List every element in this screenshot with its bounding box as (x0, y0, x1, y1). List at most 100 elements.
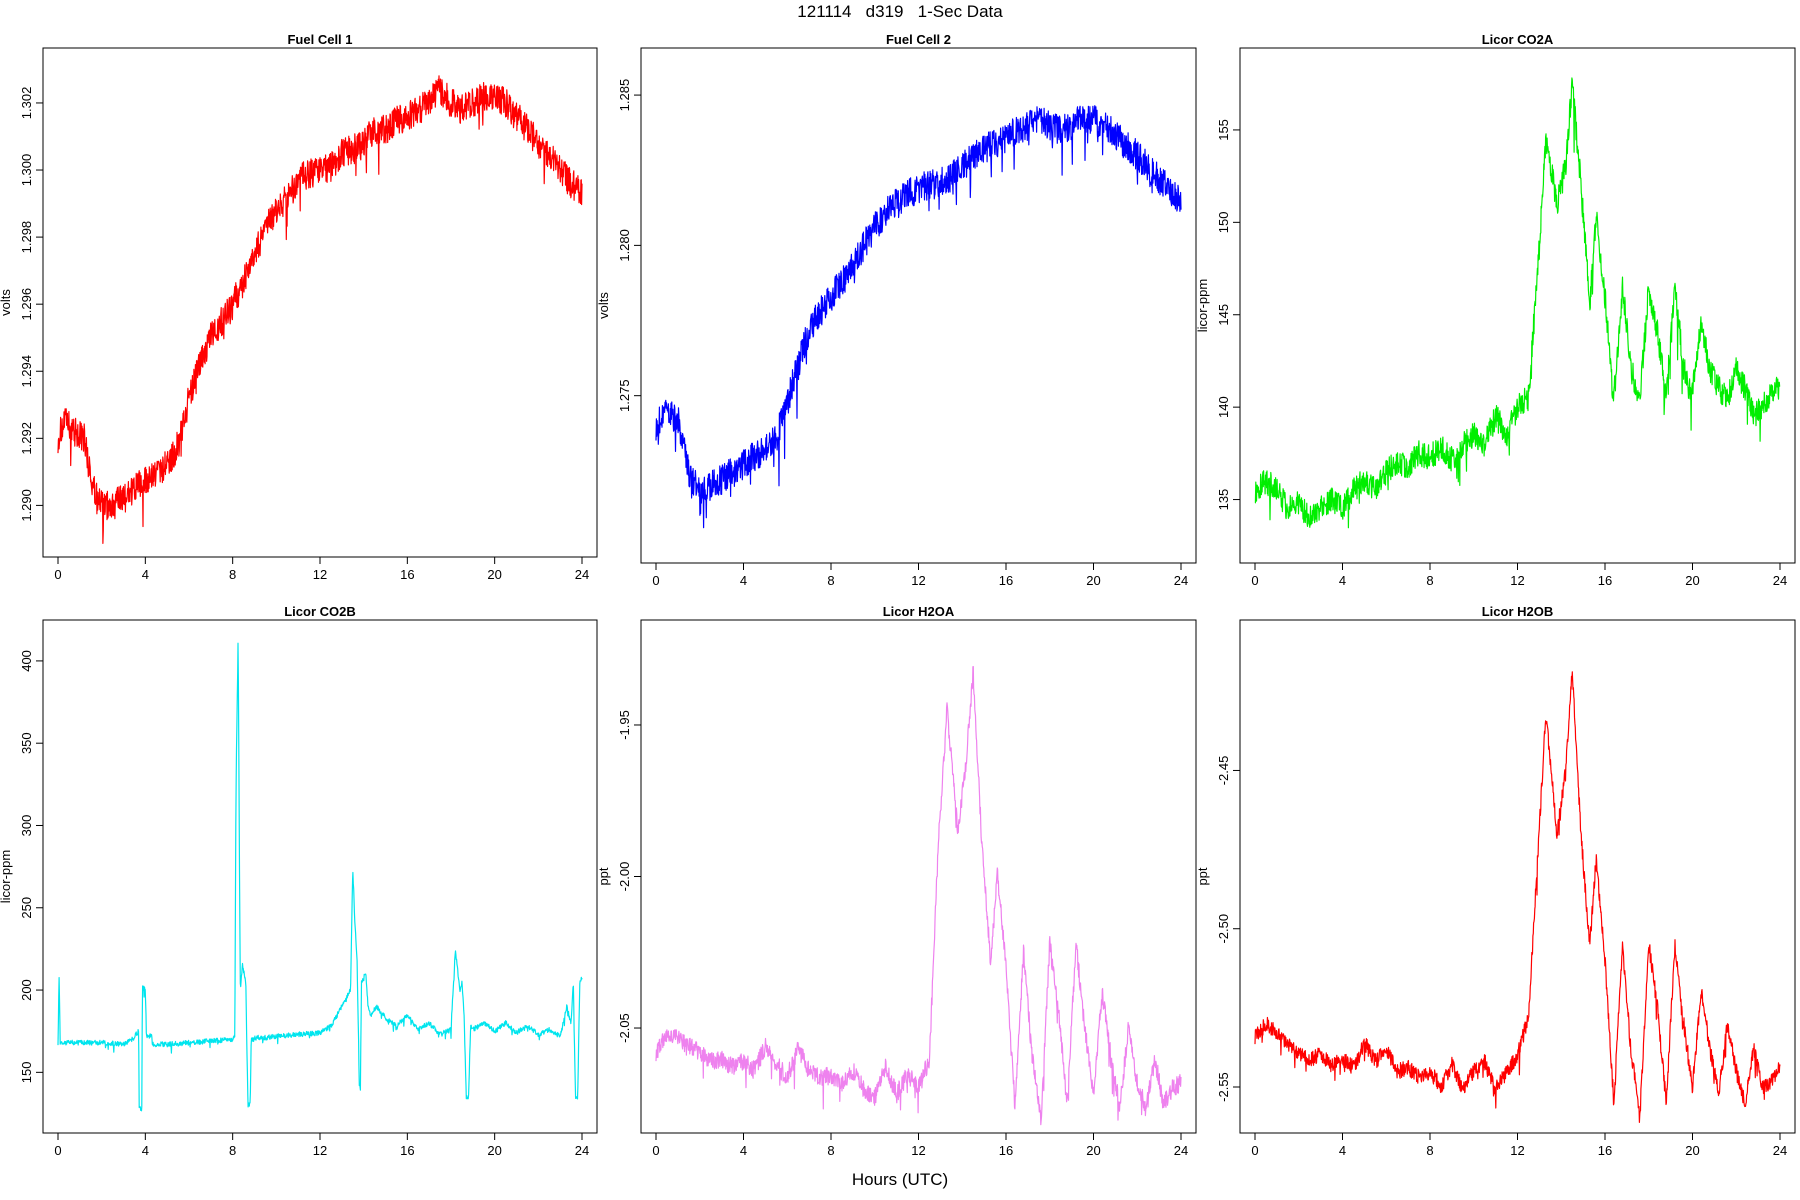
x-tick-label: 0 (54, 1143, 61, 1158)
y-axis-label: licor-ppm (0, 850, 13, 903)
y-axis-label: licor-ppm (1195, 279, 1210, 332)
panel-title: Licor H2OA (883, 604, 955, 619)
x-tick-label: 20 (1086, 1143, 1100, 1158)
x-tick-label: 24 (575, 567, 589, 582)
y-tick-label: -2.05 (617, 1013, 632, 1043)
x-tick-label: 0 (1251, 573, 1258, 588)
y-tick-label: 1.294 (19, 355, 34, 388)
panel-title: Fuel Cell 1 (287, 32, 352, 47)
x-tick-label: 24 (1174, 1143, 1188, 1158)
chart-panel-3: Licor CO2A licor-ppm 0 4 8 12 16 20 24 135 140 145 1… (1195, 32, 1796, 588)
y-tick-label: 150 (19, 1061, 34, 1083)
page-title: 121114 d319 1-Sec Data (797, 2, 1003, 21)
x-tick-label: 12 (313, 1143, 327, 1158)
x-tick-label: 12 (1510, 573, 1524, 588)
y-tick-label: 1.298 (19, 221, 34, 254)
plot-frame (1239, 47, 1796, 564)
x-tick-label: 16 (1598, 573, 1612, 588)
y-tick-label: 1.292 (19, 422, 34, 455)
x-tick-label: 20 (487, 567, 501, 582)
y-axis-label: volts (596, 292, 611, 319)
x-tick-label: 24 (575, 1143, 589, 1158)
series-line (655, 665, 1182, 1126)
y-tick-label: 1.296 (19, 288, 34, 321)
x-tick-label: 20 (1086, 573, 1100, 588)
x-tick-label: 0 (652, 573, 659, 588)
x-tick-label: 4 (1339, 573, 1346, 588)
x-tick-label: 8 (827, 1143, 834, 1158)
chart-panel-4: Licor CO2B licor-ppm 0 4 8 12 16 20 24 150 200 250 3… (0, 604, 598, 1158)
chart-panel-1: Fuel Cell 1 volts 0 4 8 12 16 20 24 1.290 1.292 1.2… (0, 32, 598, 582)
y-tick-label: 250 (19, 897, 34, 919)
y-tick-label: 200 (19, 979, 34, 1001)
x-tick-label: 0 (1251, 1143, 1258, 1158)
y-axis-label: ppt (1195, 867, 1210, 885)
x-tick-label: 12 (1510, 1143, 1524, 1158)
y-axis-label: ppt (596, 867, 611, 885)
x-tick-label: 4 (740, 1143, 747, 1158)
x-tick-label: 4 (740, 573, 747, 588)
x-tick-label: 12 (911, 573, 925, 588)
panel-title: Licor CO2B (284, 604, 356, 619)
y-tick-label: 400 (19, 650, 34, 672)
x-tick-label: 12 (911, 1143, 925, 1158)
y-tick-label: 145 (1216, 304, 1231, 326)
series-line (655, 105, 1182, 529)
x-tick-label: 20 (1685, 1143, 1699, 1158)
series-line (1254, 671, 1781, 1124)
y-tick-label: 350 (19, 732, 34, 754)
chart-panel-5: Licor H2OA ppt 0 4 8 12 16 20 24 -2.05 -2.00 -1.95 (596, 604, 1197, 1158)
x-tick-label: 8 (827, 573, 834, 588)
x-tick-label: 16 (1598, 1143, 1612, 1158)
x-tick-label: 4 (1339, 1143, 1346, 1158)
y-tick-label: 300 (19, 815, 34, 837)
y-tick-label: -2.00 (617, 862, 632, 892)
x-tick-label: 16 (999, 1143, 1013, 1158)
y-tick-label: 150 (1216, 211, 1231, 233)
y-tick-label: 155 (1216, 119, 1231, 141)
y-tick-label: 1.275 (617, 379, 632, 412)
y-tick-label: -2.45 (1216, 756, 1231, 786)
panel-title: Licor H2OB (1482, 604, 1554, 619)
chart-panel-2: Fuel Cell 2 volts 0 4 8 12 16 20 24 1.275 1.280 1.2… (596, 32, 1197, 588)
y-tick-label: 1.280 (617, 229, 632, 262)
x-tick-label: 4 (142, 567, 149, 582)
x-tick-label: 8 (229, 1143, 236, 1158)
x-tick-label: 8 (1426, 1143, 1433, 1158)
y-tick-label: 135 (1216, 489, 1231, 511)
series-line (57, 642, 583, 1112)
y-tick-label: -2.55 (1216, 1072, 1231, 1102)
plot-frame (42, 619, 598, 1134)
y-tick-label: 1.290 (19, 489, 34, 522)
y-tick-label: 140 (1216, 396, 1231, 418)
series-line (57, 75, 583, 545)
x-tick-label: 20 (487, 1143, 501, 1158)
x-tick-label: 20 (1685, 573, 1699, 588)
x-tick-label: 16 (999, 573, 1013, 588)
panel-title: Licor CO2A (1482, 32, 1554, 47)
x-tick-label: 24 (1174, 573, 1188, 588)
chart-panel-6: Licor H2OB ppt 0 4 8 12 16 20 24 -2.55 -2.50 -2.45 (1195, 604, 1796, 1158)
x-tick-label: 24 (1773, 573, 1787, 588)
y-axis-label: volts (0, 289, 13, 316)
plot-frame (640, 47, 1197, 564)
plot-frame (640, 619, 1197, 1134)
y-tick-label: -2.50 (1216, 914, 1231, 944)
x-axis-label: Hours (UTC) (851, 1170, 949, 1189)
x-tick-label: 24 (1773, 1143, 1787, 1158)
y-tick-label: 1.300 (19, 154, 34, 187)
y-tick-label: 1.302 (19, 87, 34, 120)
x-tick-label: 16 (400, 567, 414, 582)
x-tick-label: 8 (1426, 573, 1433, 588)
x-tick-label: 4 (142, 1143, 149, 1158)
x-tick-label: 0 (652, 1143, 659, 1158)
x-tick-label: 0 (54, 567, 61, 582)
y-tick-label: -1.95 (617, 710, 632, 740)
x-tick-label: 12 (313, 567, 327, 582)
series-line (1254, 77, 1781, 529)
y-tick-label: 1.285 (617, 79, 632, 112)
panel-title: Fuel Cell 2 (886, 32, 951, 47)
x-tick-label: 8 (229, 567, 236, 582)
x-tick-label: 16 (400, 1143, 414, 1158)
